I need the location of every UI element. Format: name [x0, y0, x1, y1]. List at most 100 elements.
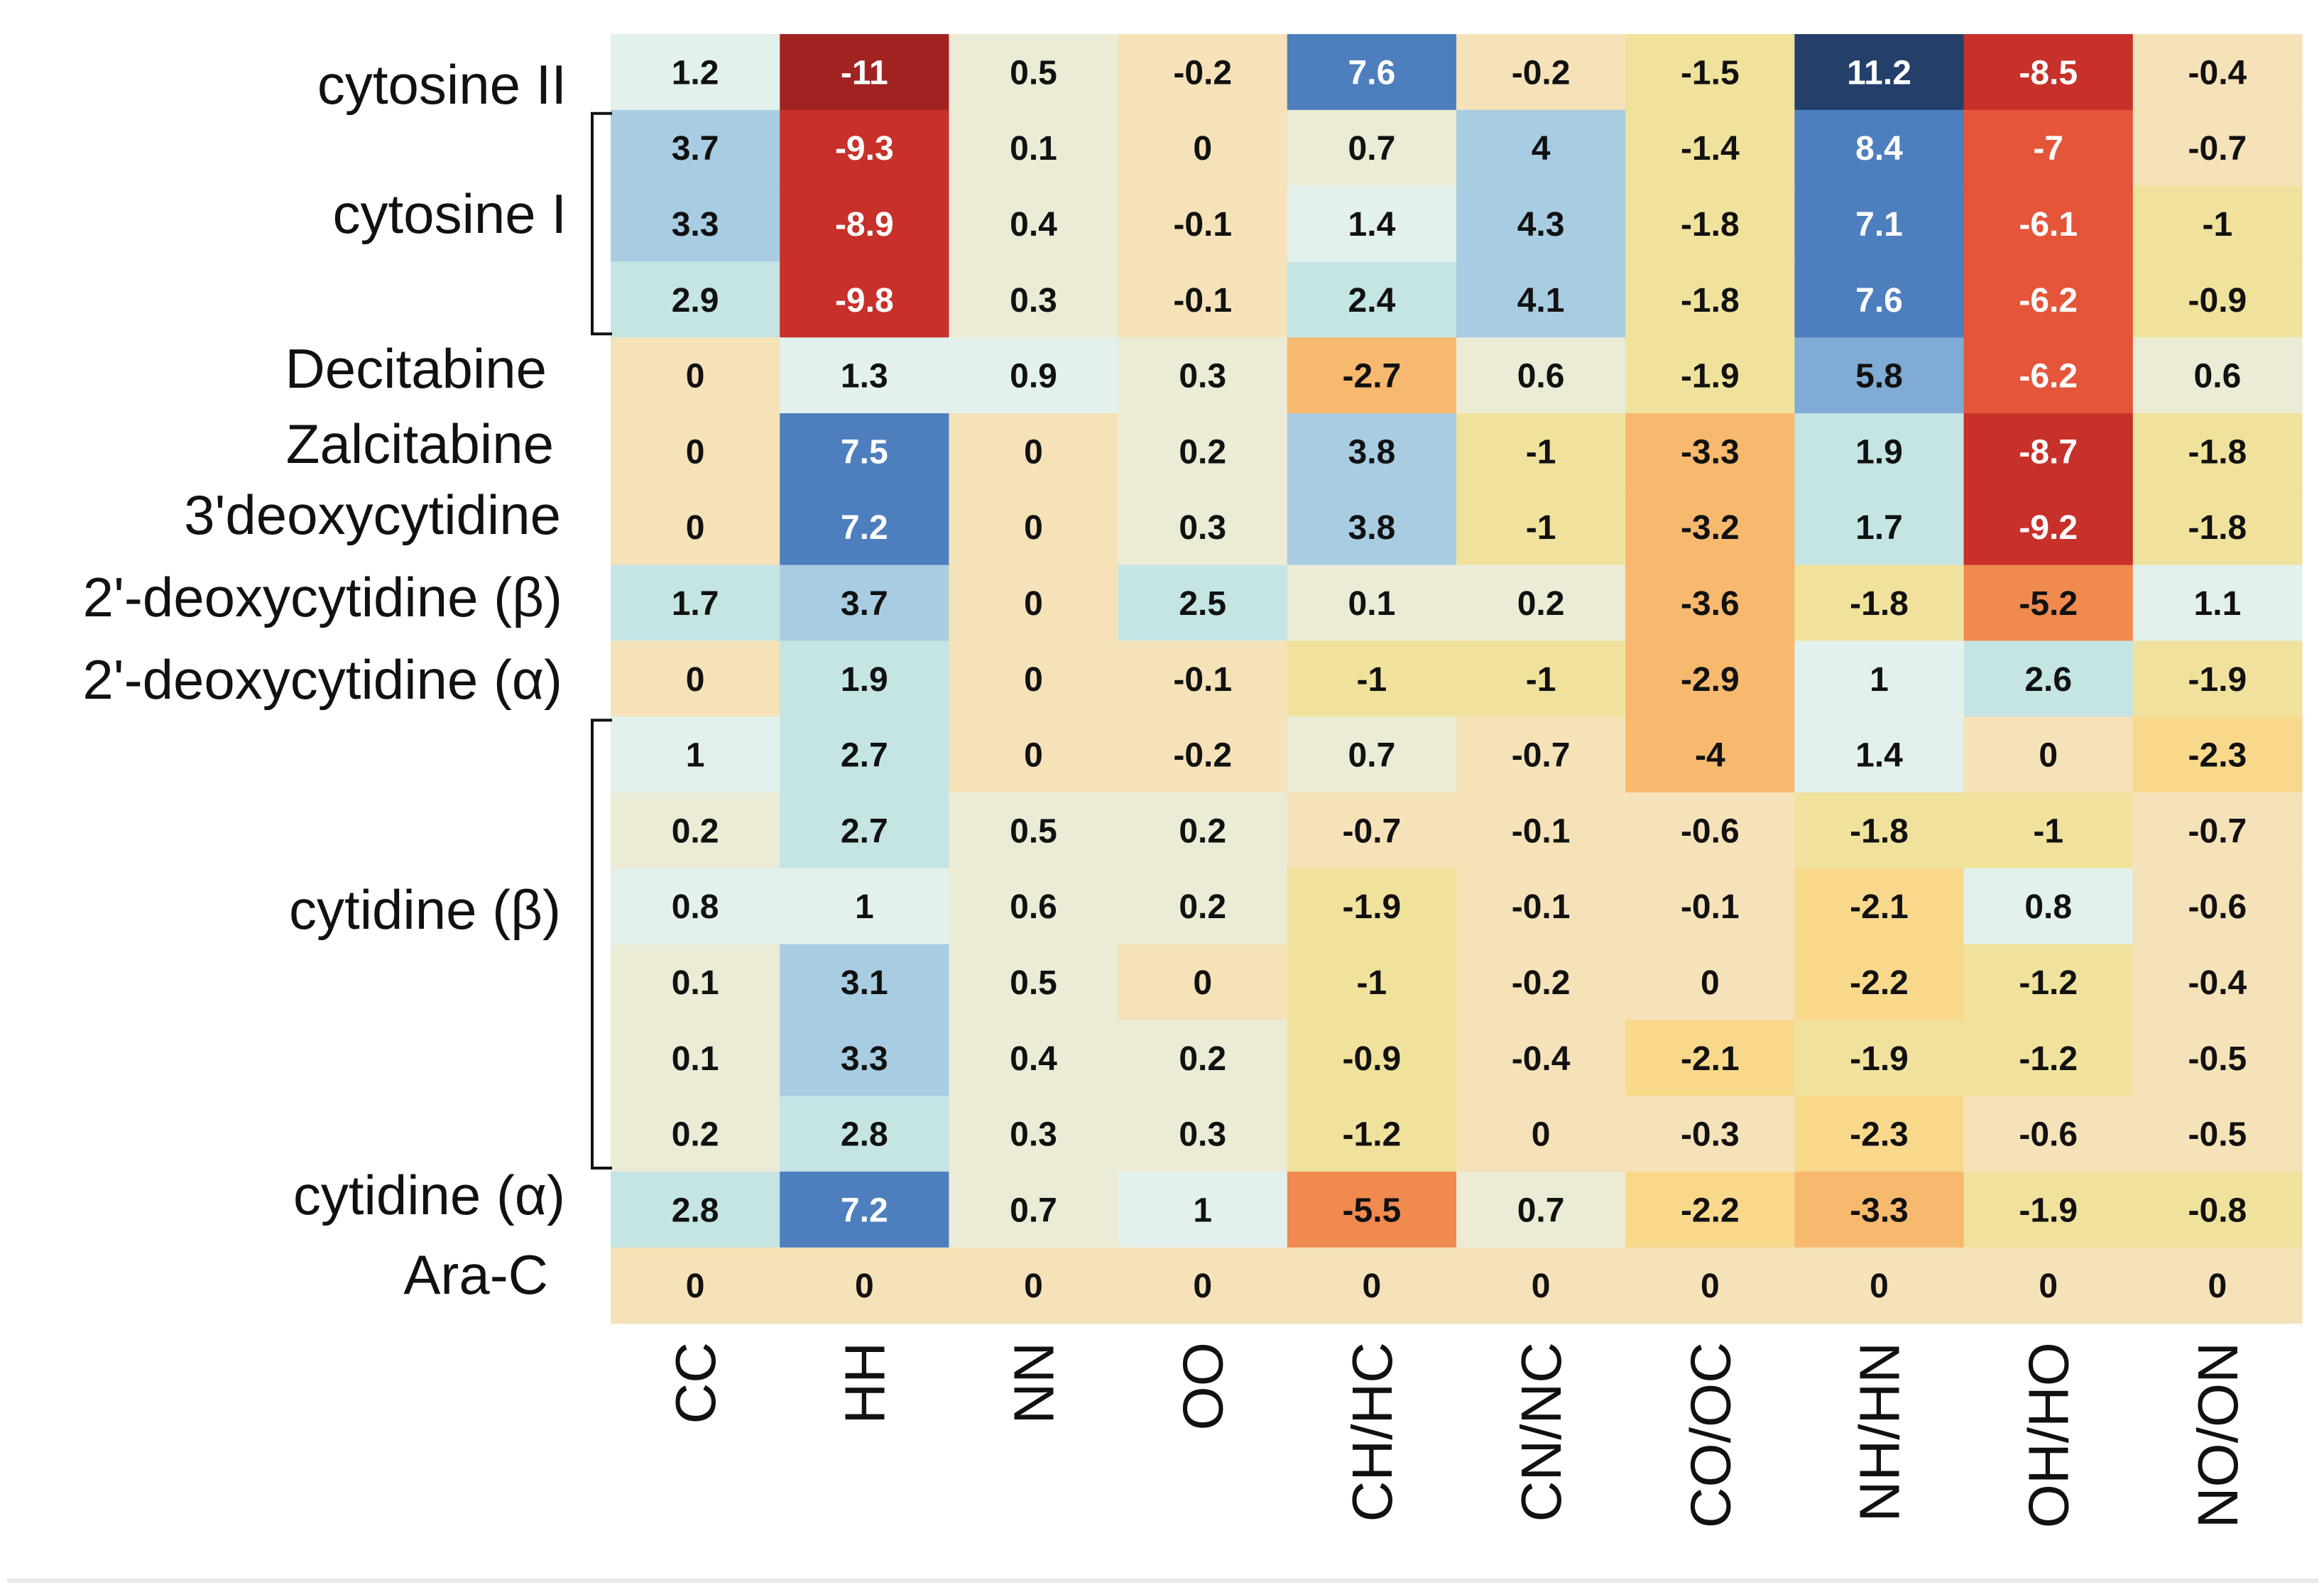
- cell-value-label: 0: [1193, 130, 1212, 168]
- cell-value-label: -2.1: [1850, 888, 1909, 926]
- cell-value-label: -0.8: [2188, 1192, 2247, 1229]
- cell-value-label: 0.3: [1179, 509, 1226, 547]
- heatmap-cell: [1794, 1172, 1965, 1248]
- column-label: CC: [664, 1342, 727, 1424]
- cell-value-label: -2.9: [1681, 661, 1740, 699]
- heatmap-cell: [1963, 185, 2134, 262]
- heatmap-cell: [949, 337, 1119, 414]
- heatmap-cell: [1794, 868, 1965, 945]
- cell-value-label: -1.5: [1681, 54, 1740, 92]
- cell-value-label: -8.7: [2019, 433, 2078, 471]
- heatmap-cell: [1118, 944, 1288, 1020]
- heatmap-cell: [780, 716, 949, 793]
- cell-value-label: 11.2: [1847, 54, 1911, 92]
- cell-value-label: 2.6: [2024, 661, 2072, 699]
- cell-value-label: -1.2: [2019, 964, 2078, 1002]
- heatmap-cell: [1118, 1020, 1288, 1096]
- heatmap-cell: [1625, 944, 1795, 1020]
- cell-value-label: 3.8: [1348, 509, 1396, 547]
- heatmap-cell: [1118, 716, 1288, 793]
- cell-value-label: -3.6: [1681, 585, 1740, 623]
- cell-value-label: -1.4: [1681, 130, 1740, 168]
- heatmap-cell: [1963, 489, 2134, 566]
- cell-value-label: 3.1: [841, 964, 888, 1002]
- heatmap-cell: [1963, 261, 2134, 338]
- column-label: NH/HN: [1848, 1342, 1911, 1522]
- cell-value-label: 0.8: [672, 888, 719, 926]
- cell-value-label: -0.4: [1512, 1040, 1571, 1078]
- heatmap-cell: [780, 489, 949, 566]
- heatmap-cell: [1625, 1172, 1795, 1248]
- heatmap-cell: [2132, 109, 2303, 187]
- heatmap-cell: [2132, 640, 2303, 717]
- cell-value-label: 1: [1193, 1192, 1212, 1229]
- heatmap-cell: [1963, 337, 2134, 414]
- heatmap-cell: [1456, 944, 1626, 1020]
- heatmap-cell: [2132, 489, 2303, 566]
- heatmap-cell: [611, 1172, 780, 1248]
- heatmap-cell: [1287, 944, 1457, 1020]
- cell-value-label: -0.2: [1173, 54, 1232, 92]
- heatmap-cell: [1456, 565, 1626, 641]
- heatmap-cell: [1625, 413, 1795, 490]
- heatmap-cell: [780, 792, 949, 869]
- heatmap-cell: [1794, 640, 1965, 717]
- heatmap-cell: [1794, 944, 1965, 1020]
- row-label-3-deoxycytidine: 3'deoxycytidine: [184, 484, 561, 546]
- row-label-cytidine-beta: cytidine (β): [289, 878, 561, 941]
- heatmap-cell: [1287, 1172, 1457, 1248]
- cell-value-label: -2.2: [1850, 964, 1909, 1002]
- cell-value-label: 0.2: [1179, 433, 1226, 471]
- cell-value-label: -0.1: [1173, 206, 1232, 244]
- heatmap-cell: [1456, 868, 1626, 945]
- row-label-cytosine-i: cytosine I: [333, 182, 567, 245]
- heatmap-cell: [1118, 109, 1288, 187]
- cell-value-label: 1.4: [1348, 206, 1396, 244]
- heatmap-cell: [780, 1247, 949, 1324]
- heatmap-cell: [1287, 792, 1457, 869]
- heatmap-cell: [611, 565, 780, 641]
- heatmap-cell: [1625, 337, 1795, 414]
- cell-value-label: 1.9: [841, 661, 888, 699]
- heatmap-cell: [1794, 792, 1965, 869]
- cell-value-label: 0.7: [1517, 1192, 1565, 1229]
- heatmap-cell: [611, 337, 780, 414]
- cell-value-label: -1.2: [2019, 1040, 2078, 1078]
- heatmap-cell: [2132, 413, 2303, 490]
- cell-value-label: 0.2: [1179, 888, 1226, 926]
- cell-value-label: -8.9: [835, 206, 894, 244]
- heatmap-cell: [611, 413, 780, 490]
- heatmap-cell: [1963, 868, 2134, 945]
- heatmap-cell: [1456, 1096, 1626, 1172]
- cell-value-label: 1.9: [1855, 433, 1903, 471]
- cell-value-label: 0: [1024, 585, 1043, 623]
- cell-value-label: -1.9: [2019, 1192, 2078, 1229]
- heatmap-cell: [949, 489, 1119, 566]
- cell-value-label: 0.2: [672, 1116, 719, 1154]
- cell-value-label: 7.6: [1855, 282, 1903, 320]
- cell-value-label: -1.9: [2188, 661, 2247, 699]
- cell-value-label: 2.4: [1348, 282, 1396, 320]
- cell-value-label: 5.8: [1855, 358, 1903, 396]
- row-label-decitabine: Decitabine: [285, 337, 547, 400]
- heatmap-cell: [611, 716, 780, 793]
- cell-value-label: -1.8: [2188, 433, 2247, 471]
- heatmap-cell: [1794, 565, 1965, 641]
- heatmap-cell: [780, 565, 949, 641]
- cell-value-label: 4.1: [1517, 282, 1565, 320]
- heatmap-cell: [1963, 109, 2134, 187]
- heatmap-cell: [780, 868, 949, 945]
- heatmap-cell: [2132, 185, 2303, 262]
- heatmap-cell: [780, 337, 949, 414]
- heatmap-cell: [780, 1020, 949, 1096]
- heatmap-cell: [611, 109, 780, 187]
- heatmap-cell: [2132, 34, 2303, 111]
- heatmap-cell: [1625, 34, 1795, 111]
- cell-value-label: 0: [1024, 737, 1043, 775]
- cell-value-label: 0: [1701, 1267, 1720, 1305]
- cell-value-label: -0.7: [2188, 812, 2247, 850]
- cell-value-label: -8.5: [2019, 54, 2078, 92]
- heatmap-cell: [1456, 1172, 1626, 1248]
- cell-value-label: -1: [1526, 509, 1556, 547]
